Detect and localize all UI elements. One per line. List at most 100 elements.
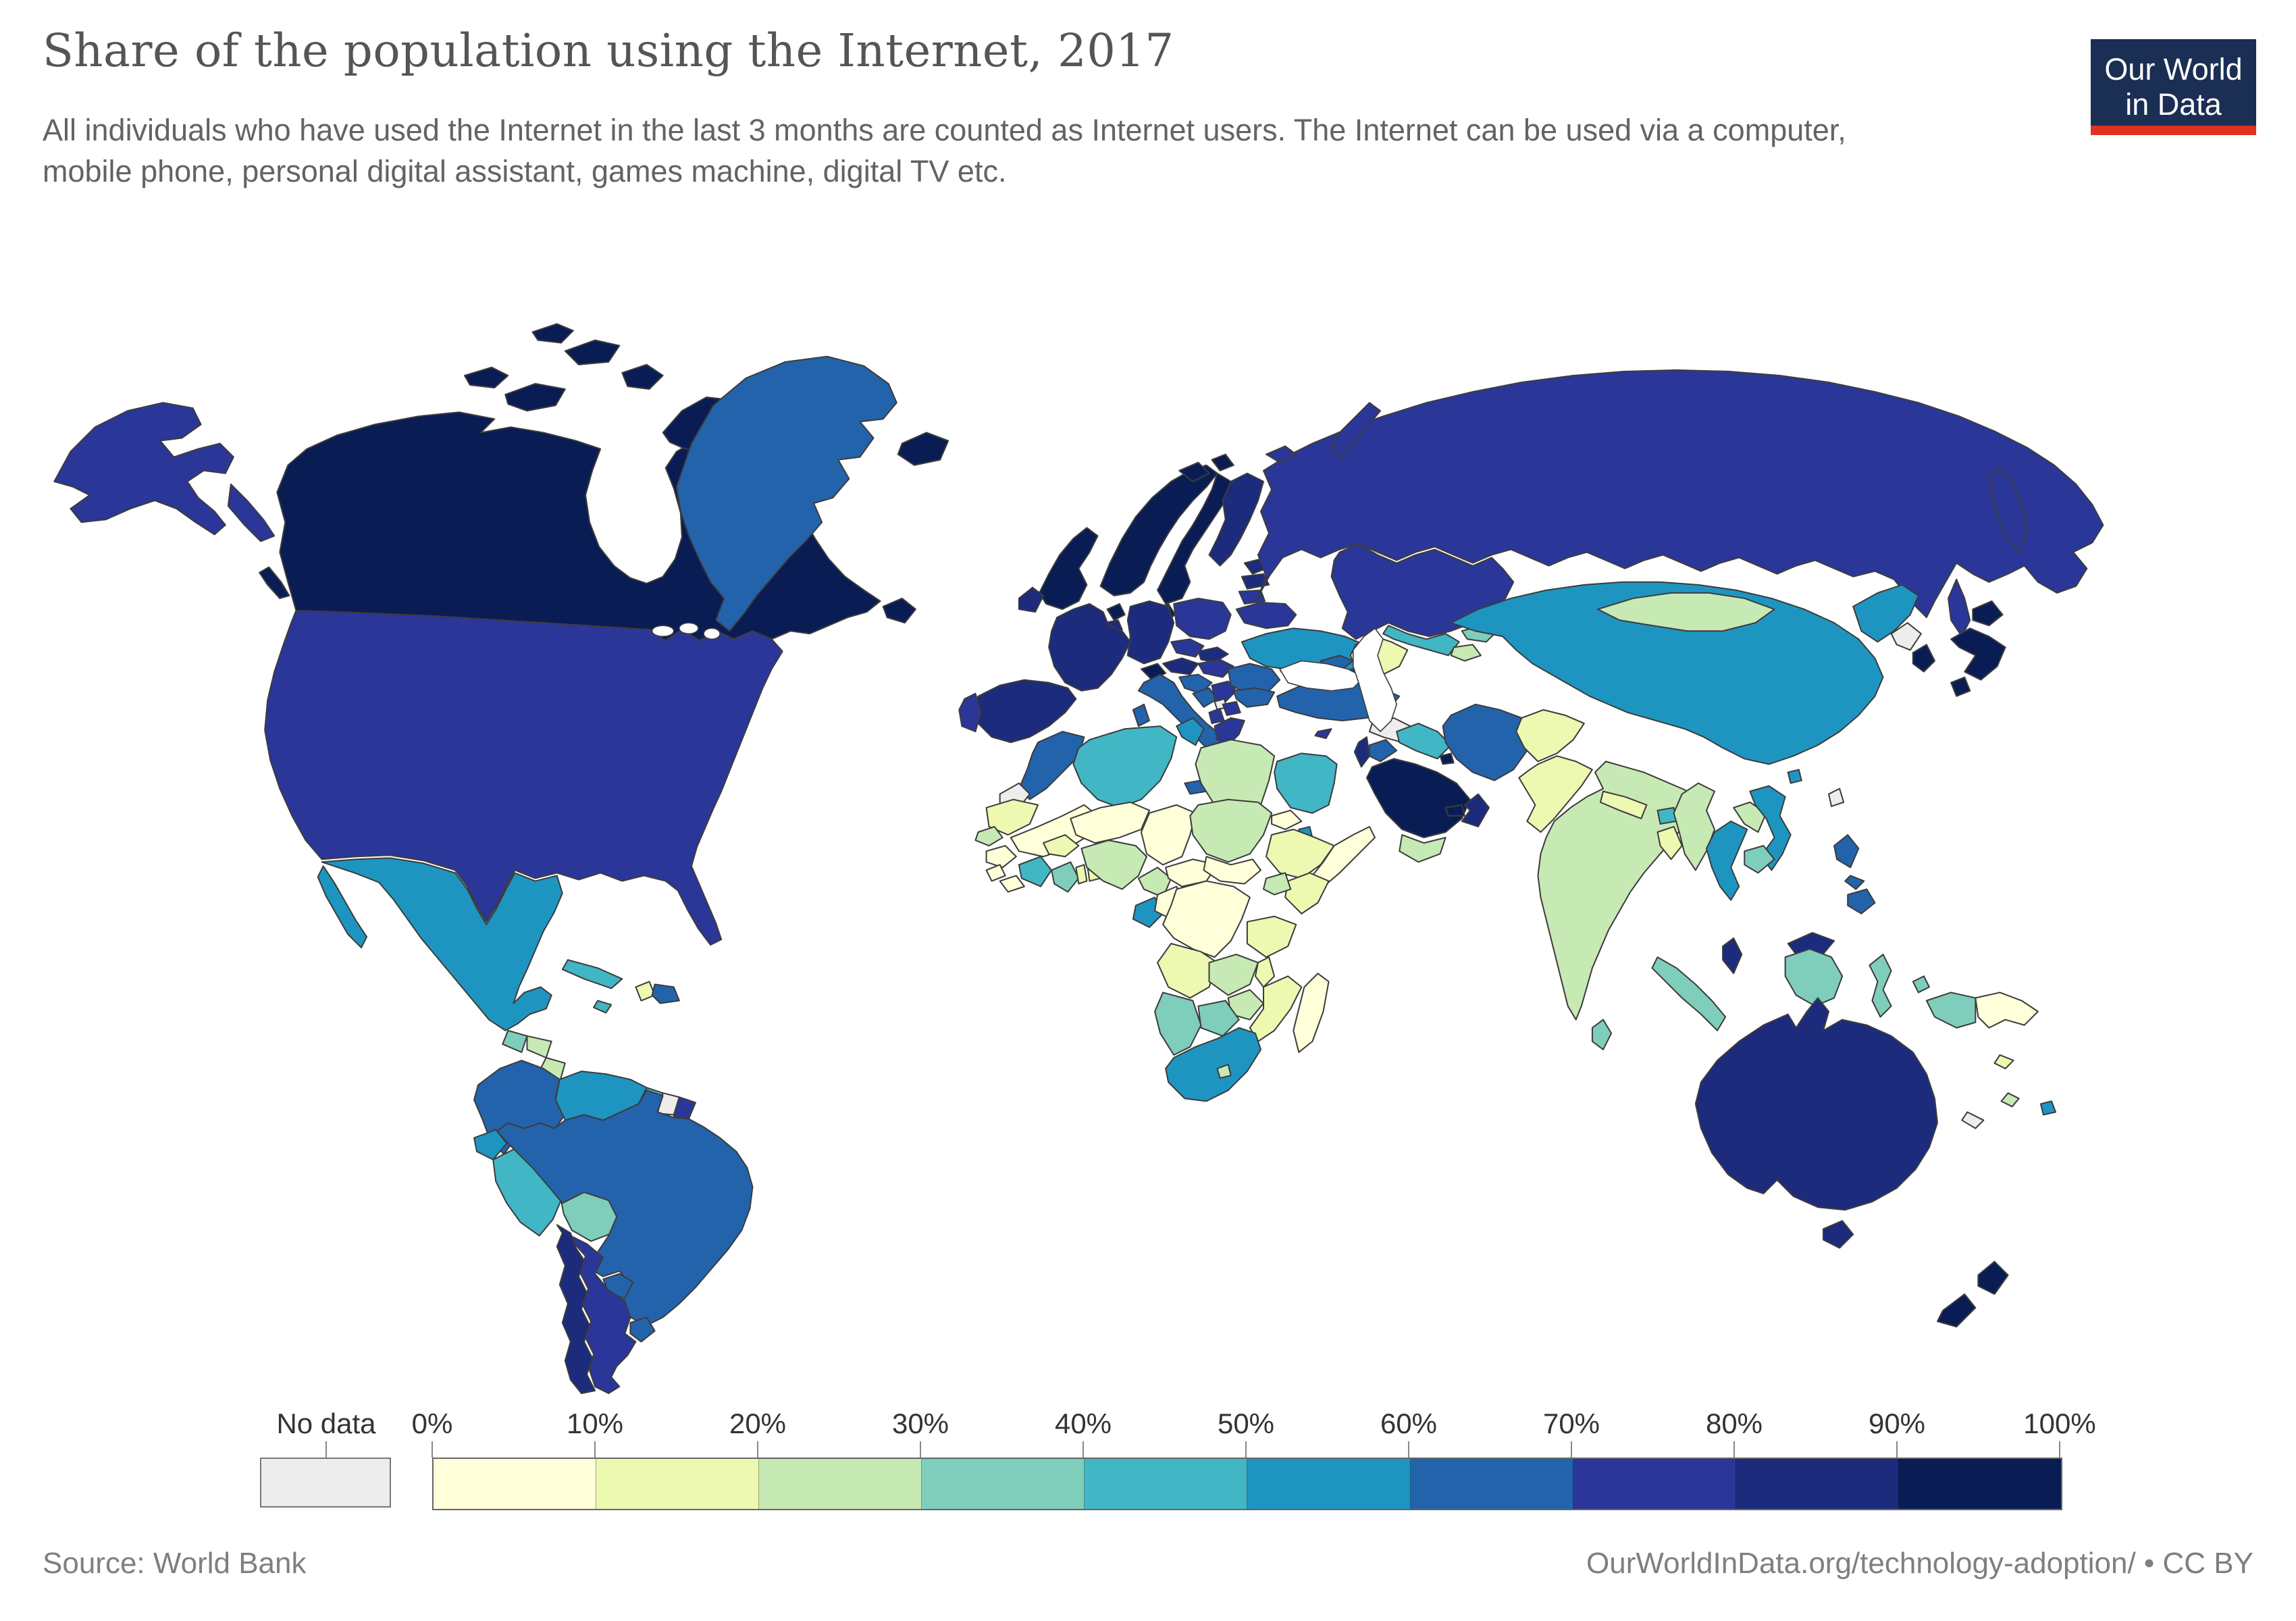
country-south-sudan[interactable] — [1203, 856, 1262, 885]
legend-bin-7[interactable] — [1573, 1459, 1736, 1509]
legend-bin-5[interactable] — [1247, 1459, 1411, 1509]
country-china[interactable] — [1450, 581, 1884, 765]
country-newfoundland[interactable] — [882, 597, 916, 624]
country-kamchatka[interactable] — [1988, 467, 2028, 553]
country-finland[interactable] — [1208, 472, 1265, 567]
country-mozambique[interactable] — [1249, 975, 1303, 1042]
country-jordan[interactable] — [1368, 739, 1398, 763]
country-haiti[interactable] — [635, 981, 656, 1002]
country-ecuador[interactable] — [473, 1129, 508, 1160]
country-norway[interactable] — [1099, 464, 1218, 596]
country-yemen[interactable] — [1399, 834, 1446, 863]
country-indonesia-papua[interactable] — [1925, 992, 1977, 1029]
country-malaysia-peninsula[interactable] — [1722, 937, 1743, 975]
country-burkina-faso[interactable] — [1043, 834, 1080, 858]
country-uk[interactable] — [1039, 527, 1099, 611]
country-baja-california[interactable] — [317, 865, 368, 949]
country-novaya-zemlya[interactable] — [1330, 402, 1382, 458]
country-canada-ellesmere[interactable] — [564, 339, 621, 365]
country-laos[interactable] — [1733, 801, 1767, 833]
country-cote-divoire[interactable] — [1018, 856, 1053, 887]
country-vanuatu[interactable] — [2000, 1092, 2020, 1108]
legend-bin-2[interactable] — [759, 1459, 922, 1509]
country-indonesia-sumatra[interactable] — [1651, 956, 1727, 1031]
country-mongolia[interactable] — [1596, 592, 1775, 632]
country-solomon-islands[interactable] — [1993, 1054, 2014, 1070]
country-morocco[interactable] — [1018, 731, 1085, 800]
country-philippines-visayas[interactable] — [1844, 875, 1865, 890]
country-sweden[interactable] — [1157, 472, 1232, 604]
country-jamaica[interactable] — [593, 1000, 612, 1014]
country-france[interactable] — [1048, 602, 1131, 692]
country-australia[interactable] — [1694, 997, 1939, 1211]
credit-link[interactable]: OurWorldInData.org/technology-adoption/ … — [1586, 1547, 2253, 1580]
country-sudan[interactable] — [1189, 798, 1273, 863]
country-drc[interactable] — [1162, 880, 1251, 958]
country-chile[interactable] — [556, 1224, 596, 1394]
country-albania[interactable] — [1208, 707, 1225, 725]
country-bulgaria[interactable] — [1232, 687, 1276, 708]
country-argentina[interactable] — [569, 1235, 637, 1394]
country-ireland[interactable] — [1018, 586, 1045, 613]
country-cyprus[interactable] — [1314, 728, 1332, 740]
country-afghanistan[interactable] — [1515, 709, 1585, 763]
country-new-zealand-south[interactable] — [1936, 1293, 1977, 1328]
country-taiwan[interactable] — [1828, 788, 1845, 807]
country-slovakia[interactable] — [1197, 646, 1229, 663]
legend-bin-9[interactable] — [1898, 1459, 2061, 1509]
country-croatia[interactable] — [1178, 673, 1213, 694]
country-mexico[interactable] — [321, 857, 563, 1031]
country-vietnam[interactable] — [1749, 785, 1792, 871]
country-new-zealand-north[interactable] — [1977, 1260, 2009, 1295]
country-papua-new-guinea[interactable] — [1975, 992, 2039, 1029]
country-canada-banks[interactable] — [463, 366, 509, 389]
country-malaysia-borneo[interactable] — [1787, 931, 1835, 958]
country-canada-arctic-isle[interactable] — [531, 323, 574, 344]
country-oman[interactable] — [1461, 793, 1490, 827]
country-philippines-mindanao[interactable] — [1847, 888, 1876, 915]
country-uganda[interactable] — [1263, 872, 1292, 896]
country-honduras[interactable] — [526, 1035, 552, 1059]
country-myanmar[interactable] — [1673, 782, 1716, 871]
country-canada-victoria-island[interactable] — [504, 383, 566, 412]
country-india[interactable] — [1537, 761, 1699, 1021]
country-indonesia-moluccas[interactable] — [1912, 975, 1930, 994]
country-indonesia-sulawesi[interactable] — [1869, 954, 1892, 1018]
owid-logo[interactable]: Our World in Data — [2091, 39, 2256, 135]
country-tanzania[interactable] — [1246, 915, 1297, 958]
legend-no-data-swatch[interactable] — [260, 1458, 391, 1508]
country-saudi-arabia[interactable] — [1365, 758, 1471, 839]
country-dominican-republic[interactable] — [651, 983, 680, 1004]
country-chad[interactable] — [1140, 804, 1197, 866]
country-north-korea[interactable] — [1890, 622, 1922, 651]
country-sierra-leone[interactable] — [985, 864, 1006, 882]
legend-bin-3[interactable] — [922, 1459, 1085, 1509]
country-svalbard[interactable] — [1178, 461, 1210, 482]
country-ghana[interactable] — [1051, 861, 1080, 893]
country-alaska-panhandle[interactable] — [227, 483, 276, 542]
country-nigeria[interactable] — [1080, 840, 1147, 890]
country-south-africa[interactable] — [1165, 1027, 1262, 1102]
country-sardinia[interactable] — [1132, 703, 1151, 727]
country-guinea[interactable] — [985, 845, 1017, 869]
country-china-manchuria[interactable] — [1852, 584, 1919, 643]
country-pakistan[interactable] — [1518, 755, 1593, 833]
legend-bin-0[interactable] — [434, 1459, 597, 1509]
country-cuba[interactable] — [561, 959, 623, 989]
country-senegal[interactable] — [974, 825, 1003, 847]
country-new-caledonia[interactable] — [1961, 1111, 1985, 1129]
country-portugal[interactable] — [958, 692, 982, 733]
legend-bin-4[interactable] — [1085, 1459, 1248, 1509]
country-macedonia[interactable] — [1222, 700, 1241, 716]
country-angola[interactable] — [1157, 942, 1218, 999]
country-iceland[interactable] — [897, 432, 949, 466]
country-madagascar[interactable] — [1293, 973, 1330, 1053]
country-liberia[interactable] — [999, 875, 1025, 893]
country-philippines-luzon[interactable] — [1833, 834, 1860, 869]
country-svalbard-2[interactable] — [1211, 453, 1234, 471]
country-iraq[interactable] — [1396, 723, 1452, 760]
country-uzbekistan[interactable] — [1382, 625, 1460, 657]
country-spain[interactable] — [972, 679, 1077, 744]
source-note[interactable]: Source: World Bank — [43, 1547, 307, 1580]
country-indonesia-kalimantan[interactable] — [1784, 948, 1844, 1007]
